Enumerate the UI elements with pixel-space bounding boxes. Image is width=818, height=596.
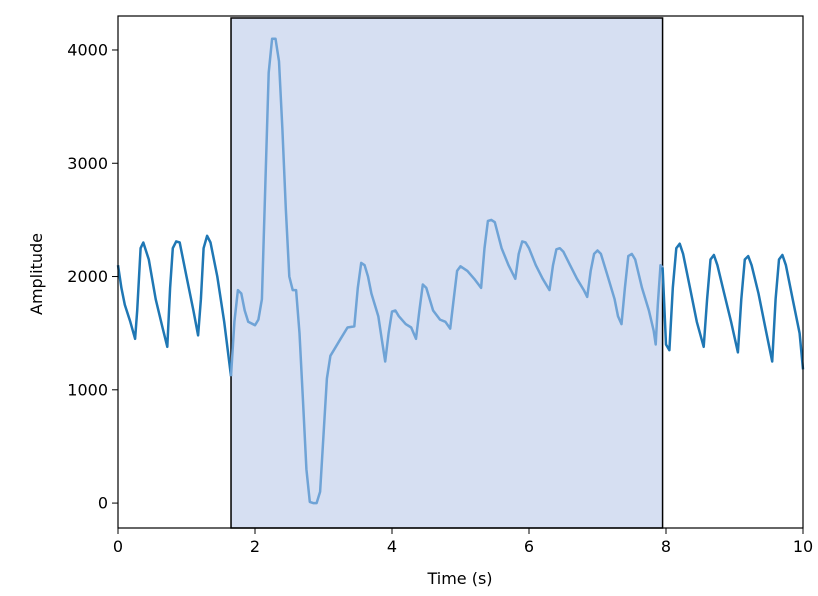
- y-tick-label: 0: [98, 494, 108, 513]
- x-tick-label: 2: [250, 537, 260, 556]
- x-tick-label: 8: [661, 537, 671, 556]
- y-tick-label: 3000: [67, 154, 108, 173]
- y-tick-label: 1000: [67, 380, 108, 399]
- series-line-1: [229, 37, 664, 505]
- series-line-2: [661, 242, 805, 370]
- y-axis-label: Amplitude: [27, 233, 46, 315]
- y-tick-label: 4000: [67, 40, 108, 59]
- series-lines: [116, 37, 805, 505]
- highlight-region: [230, 17, 664, 529]
- x-axis-label: Time (s): [426, 569, 492, 588]
- y-axis: 0 1000 2000 3000 4000: [67, 40, 118, 513]
- x-tick-label: 4: [387, 537, 397, 556]
- x-tick-label: 10: [793, 537, 813, 556]
- plot-frame: [117, 15, 804, 529]
- series-line-0: [116, 234, 233, 377]
- x-tick-label: 6: [524, 537, 534, 556]
- y-tick-label: 2000: [67, 267, 108, 286]
- x-axis: 0 2 4 6 8 10: [113, 528, 813, 556]
- x-tick-label: 0: [113, 537, 123, 556]
